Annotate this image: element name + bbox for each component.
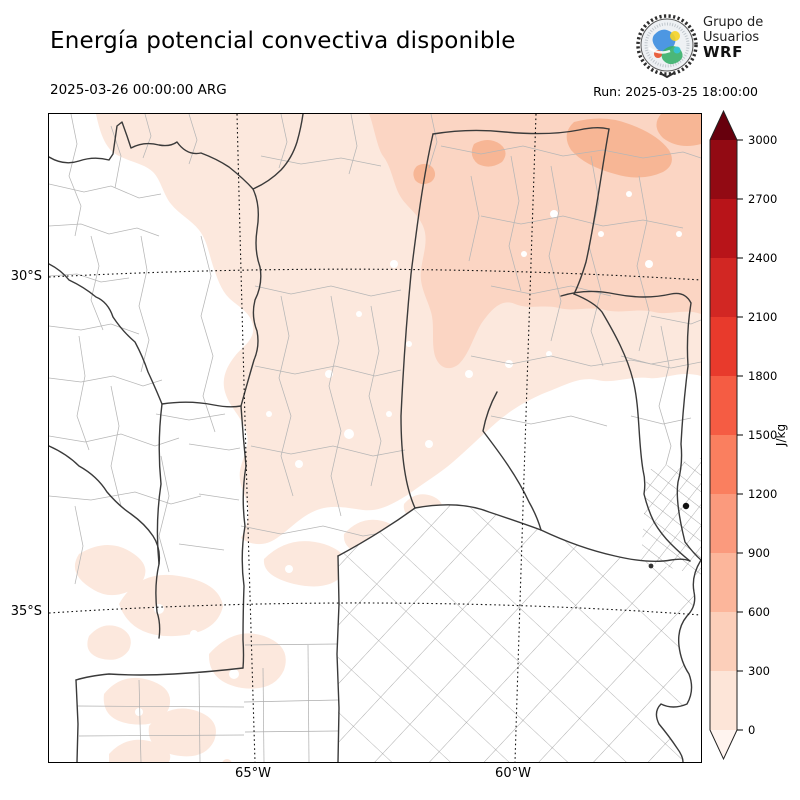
colorbar-unit-label: J/kg xyxy=(774,423,788,447)
logo-line3-wrf: WRF xyxy=(703,43,743,61)
cape-map xyxy=(48,113,702,769)
xtick-65w: 65°W xyxy=(235,766,271,781)
ytick-30s: 30°S xyxy=(10,269,42,284)
logo-line2: Usuarios xyxy=(703,30,760,45)
logo-text: Grupo de Usuarios WRF xyxy=(703,15,763,60)
department-boundaries xyxy=(48,113,702,585)
city-marker xyxy=(682,502,690,510)
colorbar-tick-label: 3000 xyxy=(748,133,777,147)
graticule-lines xyxy=(48,113,702,763)
colorbar-arrow-over xyxy=(710,111,737,140)
colorbar-segment xyxy=(710,376,737,435)
xtick-60w: 60°W xyxy=(495,766,531,781)
logo-line1: Grupo de xyxy=(703,15,764,30)
colorbar-arrow-under xyxy=(710,730,737,759)
colorbar-segment xyxy=(710,199,737,258)
colorbar-tick-label: 2400 xyxy=(748,251,777,265)
map-panel xyxy=(48,113,702,769)
wrf-users-group-logo xyxy=(634,11,800,81)
run-time-label: Run: 2025-03-25 18:00:00 xyxy=(593,84,758,99)
province-boundaries xyxy=(48,113,702,763)
colorbar-segment xyxy=(710,494,737,553)
city-marker-small xyxy=(648,563,654,569)
colorbar-segment xyxy=(710,612,737,671)
colorbar-tick-label: 900 xyxy=(748,546,770,560)
colorbar-segment xyxy=(710,140,737,199)
shading-speckles xyxy=(135,191,682,716)
colorbar-tick-label: 1800 xyxy=(748,369,777,383)
cape-shading-level3 xyxy=(413,114,701,185)
colorbar-tick-label: 0 xyxy=(748,723,755,737)
lapampa-department-grid xyxy=(76,643,339,763)
colorbar-tick-label: 2700 xyxy=(748,192,777,206)
colorbar-tick-label: 1200 xyxy=(748,487,777,501)
colorbar: 0 300 600 900 1200 1500 1800 2100 2400 2700 3000 xyxy=(700,92,800,782)
valid-time-label: 2025-03-26 00:00:00 ARG xyxy=(50,82,227,98)
colorbar-segment xyxy=(710,317,737,376)
colorbar-tick-label: 2100 xyxy=(748,310,777,324)
meridian-60w xyxy=(514,113,537,763)
colorbar-segment xyxy=(710,258,737,317)
colorbar-svg: 0 300 600 900 1200 1500 1800 2100 2400 2700 3000 xyxy=(709,109,777,761)
cape-shading-level2 xyxy=(369,114,701,369)
page-title: Energía potencial convectiva disponible xyxy=(50,28,516,54)
colorbar-tick-label: 600 xyxy=(748,605,770,619)
logo-emblem-icon xyxy=(636,14,698,79)
colorbar-segment xyxy=(710,553,737,612)
colorbar-segment xyxy=(710,435,737,494)
colorbar-tick-label: 300 xyxy=(748,664,770,678)
ytick-35s: 35°S xyxy=(10,604,42,619)
colorbar-tick-label: 1500 xyxy=(748,428,777,442)
meridian-65w xyxy=(236,113,256,763)
colorbar-segment xyxy=(710,671,737,730)
buenos-aires-partidos xyxy=(338,458,701,762)
